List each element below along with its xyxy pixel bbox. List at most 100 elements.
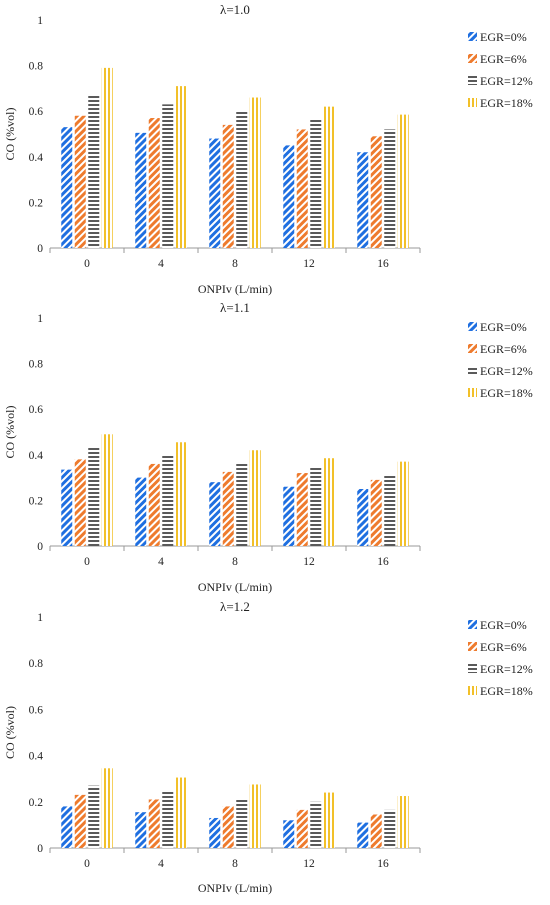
bar [357, 822, 369, 848]
bar [175, 86, 187, 249]
y-tick-label: 0.6 [29, 404, 44, 416]
bar [296, 473, 308, 546]
bar [323, 106, 335, 248]
legend-swatch [468, 620, 477, 629]
bar [397, 796, 409, 848]
y-tick-label: 0.2 [29, 197, 44, 209]
bar [88, 785, 100, 848]
legend-label: EGR=0% [480, 320, 527, 334]
x-tick-label: 12 [303, 556, 315, 568]
bar [296, 809, 308, 848]
bar [370, 814, 382, 848]
bar [249, 450, 261, 546]
x-tick-label: 0 [84, 258, 90, 270]
bar [323, 458, 335, 546]
chart-panel-3: λ=1.2 0 0.2 0.4 0.6 0.8 1 CO (%vol) 0 4 8 12 16 ONPIv… [3, 599, 533, 895]
bar [222, 471, 234, 546]
bar [384, 129, 396, 248]
legend-label: EGR=12% [480, 364, 533, 378]
bar [370, 136, 382, 248]
bar [222, 806, 234, 848]
bar [74, 459, 86, 546]
legend-swatch [468, 344, 477, 353]
y-tick-label: 0.2 [29, 797, 44, 809]
bar [61, 806, 73, 848]
bar [162, 104, 174, 248]
chart-panel-2: λ=1.1 0 0.2 0.4 0.6 0.8 1 CO (%vol) 0 4 8 12 16 ONPIv… [3, 300, 533, 594]
x-tick-label: 0 [84, 556, 90, 568]
bar [310, 801, 322, 848]
bar [135, 812, 147, 848]
bar [135, 477, 147, 546]
bar [74, 115, 86, 248]
chart-title: λ=1.1 [220, 300, 250, 315]
y-tick-label: 0.8 [29, 359, 44, 371]
bar [283, 820, 295, 848]
x-axis-label: ONPIv (L/min) [198, 881, 272, 895]
y-tick-label: 0.2 [29, 495, 44, 507]
chart-title: λ=1.0 [220, 2, 250, 17]
bar [61, 469, 73, 546]
legend-swatch [468, 322, 477, 331]
bar [397, 461, 409, 546]
bar [88, 447, 100, 546]
y-tick-label: 1 [37, 313, 43, 325]
y-tick-label: 1 [37, 612, 43, 624]
x-tick-label: 8 [232, 556, 238, 568]
legend-label: EGR=18% [480, 96, 533, 110]
bar [384, 809, 396, 848]
legend: EGR=0% EGR=6% EGR=12% EGR=18% [468, 320, 533, 400]
bar [397, 114, 409, 249]
bar [148, 463, 160, 546]
legend-swatch [468, 664, 477, 673]
bar [209, 138, 221, 248]
y-tick-label: 0.6 [29, 106, 44, 118]
x-tick-label: 16 [377, 858, 389, 870]
bar [74, 794, 86, 848]
x-tick-label: 4 [158, 858, 164, 870]
chart-title: λ=1.2 [220, 599, 250, 614]
x-tick-label: 4 [158, 258, 164, 270]
legend-label: EGR=12% [480, 74, 533, 88]
x-tick-label: 8 [232, 258, 238, 270]
bar [222, 124, 234, 248]
bar [370, 479, 382, 546]
legend-label: EGR=0% [480, 30, 527, 44]
bar [236, 798, 248, 848]
y-axis-label: CO (%vol) [3, 706, 17, 759]
y-tick-label: 0.4 [29, 450, 44, 462]
y-axis-label: CO (%vol) [3, 406, 17, 459]
legend-swatch [468, 32, 477, 41]
bar [175, 442, 187, 546]
y-tick-label: 0.4 [29, 152, 44, 164]
y-tick-label: 0.6 [29, 704, 44, 716]
legend-label: EGR=6% [480, 342, 527, 356]
y-tick-label: 1 [37, 15, 43, 27]
x-tick-label: 12 [303, 858, 315, 870]
x-tick-label: 0 [84, 858, 90, 870]
bar [310, 467, 322, 546]
bar [135, 132, 147, 248]
legend-swatch [468, 98, 477, 107]
x-tick-label: 12 [303, 258, 315, 270]
bar [283, 145, 295, 248]
legend-label: EGR=18% [480, 386, 533, 400]
bar [88, 95, 100, 249]
legend-swatch [468, 54, 477, 63]
legend-swatch [468, 366, 477, 375]
y-tick-label: 0 [37, 541, 43, 553]
chart-panel-1: λ=1.0 0 0.2 0.4 0.6 0.8 1 CO (%vol) 0 4 8 12 16 ONPIv… [3, 2, 533, 296]
legend-label: EGR=6% [480, 640, 527, 654]
legend-label: EGR=6% [480, 52, 527, 66]
legend-swatch [468, 642, 477, 651]
x-axis-label: ONPIv (L/min) [198, 282, 272, 296]
x-axis-label: ONPIv (L/min) [198, 580, 272, 594]
x-tick-label: 16 [377, 556, 389, 568]
y-tick-label: 0.4 [29, 751, 44, 763]
bar [148, 799, 160, 848]
bar [101, 67, 113, 248]
legend: EGR=0% EGR=6% EGR=12% EGR=18% [468, 618, 533, 698]
bar [249, 784, 261, 848]
